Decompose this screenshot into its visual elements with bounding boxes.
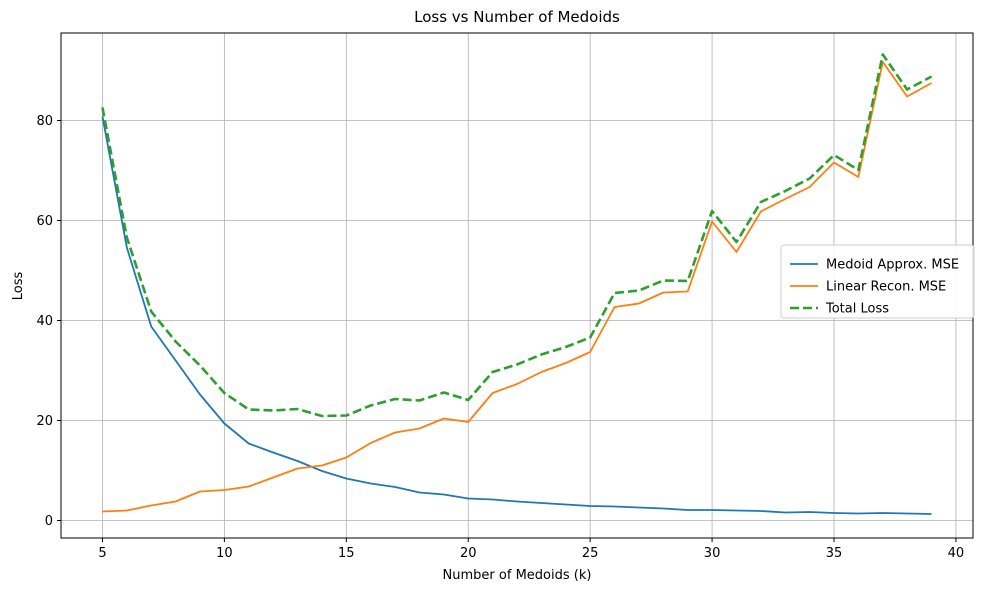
- series-line-medoid-approx-mse: [101, 116, 932, 515]
- y-axis-label: Loss: [11, 272, 26, 301]
- x-tick-label: 10: [216, 546, 233, 561]
- x-axis-ticks: 5 10 15 20 25 30 35 40: [98, 538, 964, 561]
- legend-box: [780, 244, 975, 319]
- y-tick-label: 40: [36, 314, 53, 329]
- y-tick-label: 60: [36, 214, 53, 229]
- x-tick-label: 15: [338, 546, 355, 561]
- x-tick-label: 25: [582, 546, 599, 561]
- grid: [61, 33, 973, 538]
- legend-label: Linear Recon. MSE: [826, 280, 946, 295]
- legend-label: Total Loss: [825, 302, 889, 317]
- legend-label: Medoid Approx. MSE: [826, 258, 959, 273]
- x-tick-label: 20: [460, 546, 477, 561]
- y-tick-label: 20: [36, 414, 53, 429]
- x-axis-label: Number of Medoids (k): [443, 568, 592, 583]
- y-tick-label: 80: [36, 114, 53, 129]
- series-line-total-loss: [101, 53, 933, 418]
- series-line-linear-recon-mse: [102, 61, 932, 513]
- series-layer: [101, 53, 933, 515]
- x-tick-label: 30: [704, 546, 721, 561]
- x-tick-label: 40: [948, 546, 965, 561]
- x-tick-label: 5: [98, 546, 106, 561]
- y-axis-ticks: 0 20 40 60 80: [36, 114, 61, 529]
- y-tick-label: 0: [45, 514, 53, 529]
- chart-title: Loss vs Number of Medoids: [414, 8, 620, 26]
- x-tick-label: 35: [826, 546, 843, 561]
- legend: Medoid Approx. MSE Linear Recon. MSE Total…: [780, 244, 975, 319]
